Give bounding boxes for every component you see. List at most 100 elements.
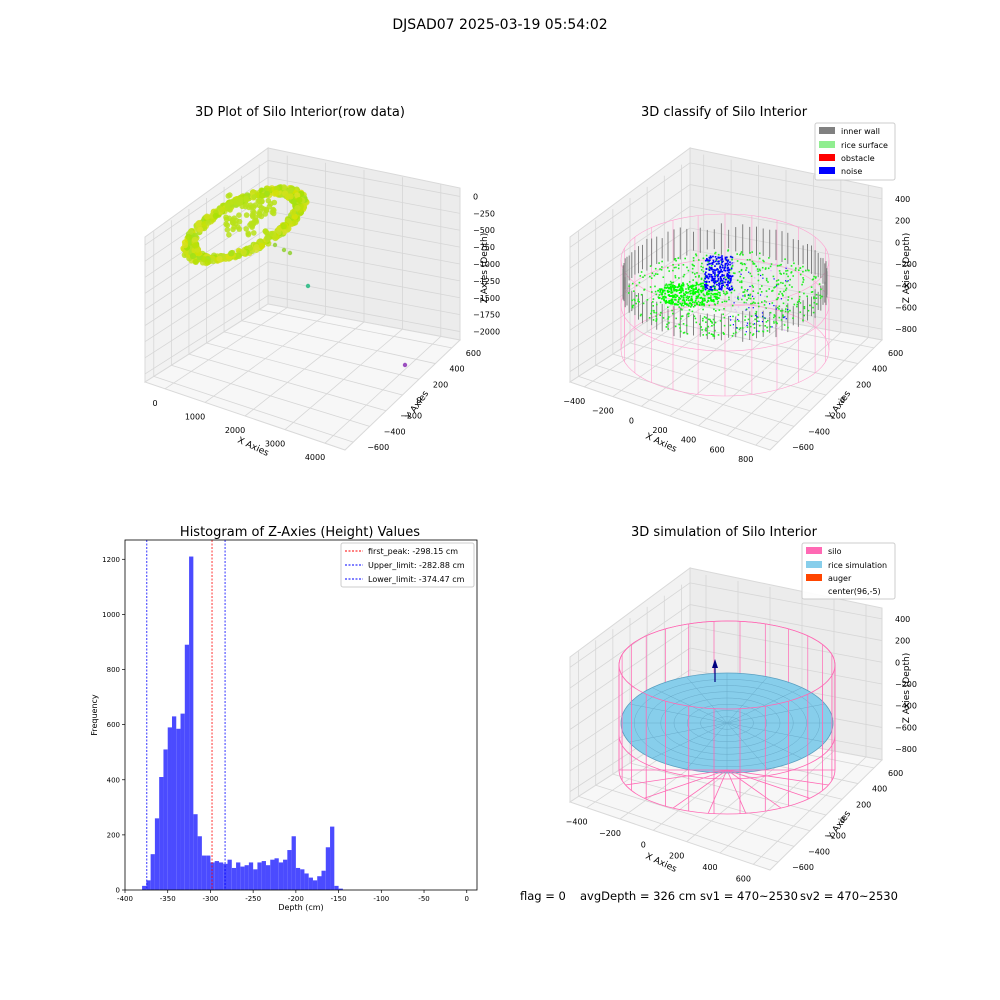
rice-surface-point	[689, 292, 692, 295]
y-tick-labels: 0 200 400 600 800 1000 1200	[102, 556, 125, 895]
rice-surface-point	[798, 300, 800, 302]
noise-point	[727, 280, 730, 283]
rice-surface-point	[752, 323, 755, 326]
rice-surface-point	[712, 335, 714, 337]
rice-surface-point	[819, 294, 821, 297]
rice-surface-point	[739, 281, 741, 283]
rice-surface-point	[650, 312, 652, 315]
rice-surface-point	[796, 305, 798, 308]
noise-point	[729, 318, 731, 320]
rice-surface-point	[635, 295, 638, 297]
rice-surface-point	[658, 262, 660, 264]
rice-surface-point	[677, 298, 680, 301]
rice-surface-point	[705, 334, 708, 336]
noise-point	[715, 269, 717, 271]
y-tick-label: 0	[116, 887, 120, 895]
rice-surface-point	[758, 330, 760, 333]
rice-surface-point	[639, 314, 642, 317]
rice-surface-point	[673, 289, 676, 292]
noise-point	[724, 262, 727, 265]
raw-point	[266, 203, 273, 210]
noise-point	[704, 277, 706, 280]
noise-point	[721, 280, 724, 282]
rice-surface-point	[751, 302, 754, 305]
rice-surface-point	[765, 277, 768, 280]
rice-surface-point	[783, 272, 785, 275]
rice-surface-point	[661, 266, 663, 268]
rice-surface-point	[717, 297, 720, 299]
rice-surface-point	[728, 279, 731, 281]
rice-surface-point	[742, 254, 744, 256]
legend-swatch-silo	[806, 547, 822, 554]
rice-surface-point	[773, 322, 775, 324]
rice-surface-point	[751, 260, 754, 263]
plot-frame	[124, 539, 478, 891]
rice-surface-point	[814, 277, 817, 279]
rice-surface-point	[664, 284, 667, 287]
grid-line	[267, 261, 461, 299]
raw-point	[187, 228, 194, 235]
silo-floor-line	[726, 769, 829, 786]
rice-surface-point	[740, 268, 743, 271]
rice-surface-point	[668, 283, 670, 286]
rice-surface-point	[682, 284, 685, 287]
rice-surface-point	[694, 273, 696, 275]
rice-surface-point	[744, 295, 746, 298]
rice-surface-point	[686, 303, 688, 306]
rice-surface-point	[695, 302, 698, 304]
grid-line	[578, 796, 779, 863]
rice-surface-point	[680, 294, 682, 297]
raw-point	[243, 212, 250, 218]
rice-surface-point	[705, 327, 707, 330]
rice-surface-point	[680, 295, 683, 298]
rice-surface-point	[771, 302, 774, 304]
noise-point	[712, 278, 714, 281]
rice-surface-point	[680, 315, 683, 318]
y-tick-label: 1200	[102, 556, 120, 564]
rice-surface-point	[702, 285, 705, 288]
rice-surface-point	[662, 317, 665, 319]
noise-point	[726, 287, 729, 290]
rice-surface-point	[725, 291, 728, 293]
noise-point	[708, 269, 711, 271]
rice-surface-point	[692, 306, 695, 308]
rice-surface-point	[672, 281, 675, 284]
noise-point	[711, 261, 714, 264]
rice-surface-point	[792, 317, 794, 319]
rice-surface-point	[666, 289, 669, 292]
histogram-bar	[146, 880, 151, 890]
rice-surface-point	[740, 280, 743, 282]
noise-point	[705, 274, 707, 277]
rice-surface-point	[782, 294, 784, 297]
rice-surface-point	[767, 281, 769, 283]
rice-surface-point	[802, 281, 804, 283]
grid-line	[595, 364, 795, 427]
noise-point	[718, 286, 721, 288]
rice-surface-point	[724, 293, 727, 296]
rice-surface-point	[695, 287, 697, 289]
noise-point	[725, 259, 728, 261]
raw-point	[191, 236, 198, 243]
noise-point	[720, 269, 722, 271]
rice-surface-point	[757, 316, 759, 319]
noise-point	[759, 294, 762, 296]
rice-surface-point	[688, 290, 691, 293]
rice-surface-point	[666, 301, 669, 304]
rice-surface-point	[739, 275, 742, 278]
rice-surface-point	[695, 297, 698, 300]
noise-point	[726, 272, 729, 275]
noise-point	[706, 258, 708, 260]
rice-surface-point	[658, 297, 661, 299]
rice-surface-point	[678, 289, 681, 291]
rice-surface-point	[691, 271, 694, 274]
panel-raw-data: 3D Plot of Silo Interior(row data) 0 1000…	[143, 105, 500, 462]
noise-point	[724, 266, 726, 268]
rice-surface-point	[675, 289, 678, 292]
rice-surface-point	[686, 295, 689, 298]
rice-surface-point	[757, 279, 760, 282]
noise-point	[721, 273, 724, 276]
rice-surface-point	[688, 281, 691, 283]
noise-point	[705, 271, 707, 274]
rice-surface-point	[710, 265, 713, 267]
rice-surface-point	[671, 309, 673, 312]
